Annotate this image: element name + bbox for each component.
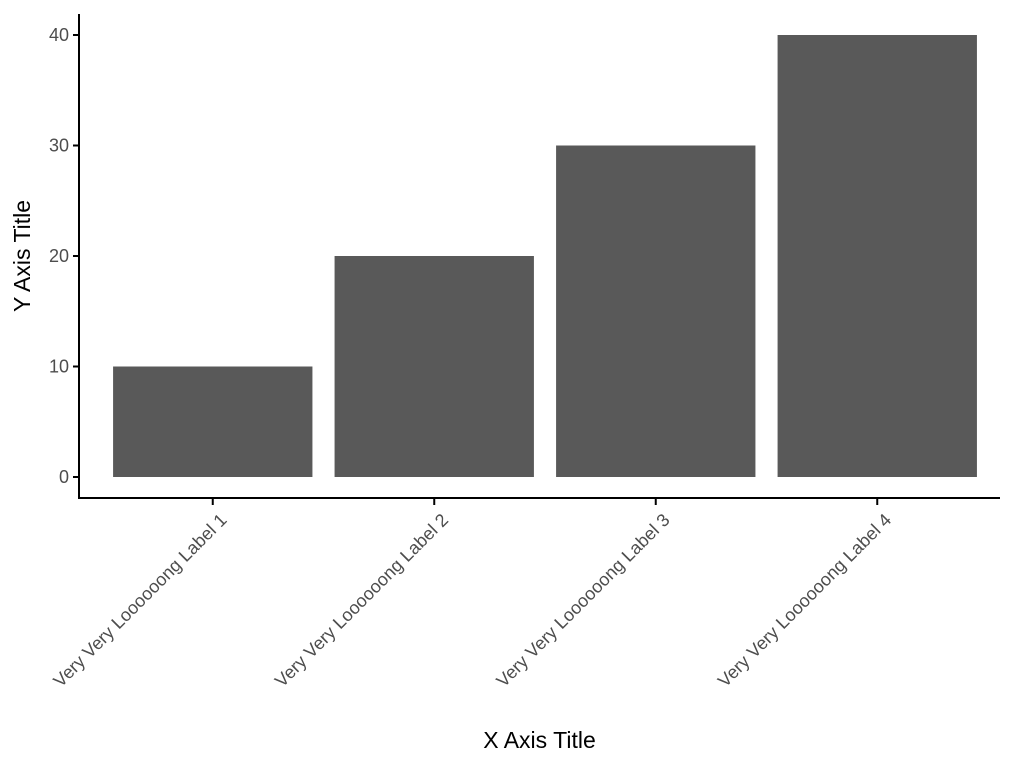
y-tick-label: 10 (49, 357, 69, 377)
x-ticks-layer: Very Very Loooooong Label 1 Very Very Loo… (49, 498, 895, 691)
y-axis-title: Y Axis Title (9, 200, 35, 312)
y-tick-label: 0 (59, 467, 69, 487)
bars-layer (113, 35, 977, 477)
bar-4 (777, 35, 977, 477)
bar-3 (556, 145, 756, 477)
y-tick-label: 30 (49, 136, 69, 156)
x-tick-label-1: Very Very Loooooong Label 1 (49, 510, 230, 691)
x-axis-title: X Axis Title (483, 727, 595, 753)
y-tick-label: 40 (49, 25, 69, 45)
bar-1 (113, 366, 313, 477)
x-tick-label-3: Very Very Loooooong Label 3 (492, 510, 673, 691)
y-tick-label: 20 (49, 246, 69, 266)
x-tick-label-2: Very Very Loooooong Label 2 (271, 510, 452, 691)
x-tick-label-4: Very Very Loooooong Label 4 (714, 510, 895, 691)
bar-2 (334, 256, 534, 477)
y-ticks-layer: 0 10 20 30 40 (49, 25, 79, 487)
